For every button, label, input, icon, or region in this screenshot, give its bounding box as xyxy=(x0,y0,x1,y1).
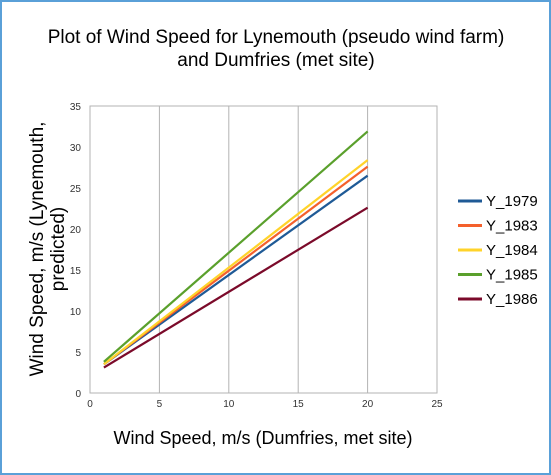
x-tick-5: 5 xyxy=(157,399,163,410)
y-tick-20: 20 xyxy=(70,225,82,236)
legend-label-y-1983: Y_1983 xyxy=(486,218,538,235)
y-tick-labels: 0 5 10 15 20 25 30 35 xyxy=(70,102,82,400)
series-line-y-1985 xyxy=(103,130,369,363)
chart-title-line1: Plot of Wind Speed for Lynemouth (pseudo… xyxy=(48,27,505,48)
legend-label-y-1985: Y_1985 xyxy=(486,267,538,284)
series-lines xyxy=(103,130,369,369)
y-axis-label-line2: predicted) xyxy=(48,207,69,292)
x-tick-15: 15 xyxy=(293,399,305,410)
chart-title-line2: and Dumfries (met site) xyxy=(177,50,374,71)
y-tick-25: 25 xyxy=(70,184,82,195)
y-axis-label-line1: Wind Speed, m/s (Lynemouth, xyxy=(27,122,48,377)
legend-label-y-1979: Y_1979 xyxy=(486,193,538,210)
y-tick-30: 30 xyxy=(70,143,82,154)
series-line-y-1979 xyxy=(103,174,369,366)
series-line-y-1986 xyxy=(103,206,369,369)
series-line-y-1984 xyxy=(103,159,369,366)
legend-label-y-1986: Y_1986 xyxy=(486,291,538,308)
x-tick-10: 10 xyxy=(223,399,235,410)
y-tick-10: 10 xyxy=(70,307,82,318)
x-axis-label: Wind Speed, m/s (Dumfries, met site) xyxy=(113,428,412,448)
x-tick-0: 0 xyxy=(87,399,93,410)
x-tick-25: 25 xyxy=(431,399,443,410)
y-tick-5: 5 xyxy=(75,348,81,359)
y-tick-35: 35 xyxy=(70,102,82,113)
y-tick-15: 15 xyxy=(70,266,82,277)
y-tick-0: 0 xyxy=(75,389,81,400)
x-tick-labels: 0 5 10 15 20 25 xyxy=(87,399,443,410)
legend: Y_1979 Y_1983 Y_1984 Y_1985 Y_1986 xyxy=(458,193,538,308)
legend-label-y-1984: Y_1984 xyxy=(486,242,538,259)
x-tick-20: 20 xyxy=(362,399,374,410)
